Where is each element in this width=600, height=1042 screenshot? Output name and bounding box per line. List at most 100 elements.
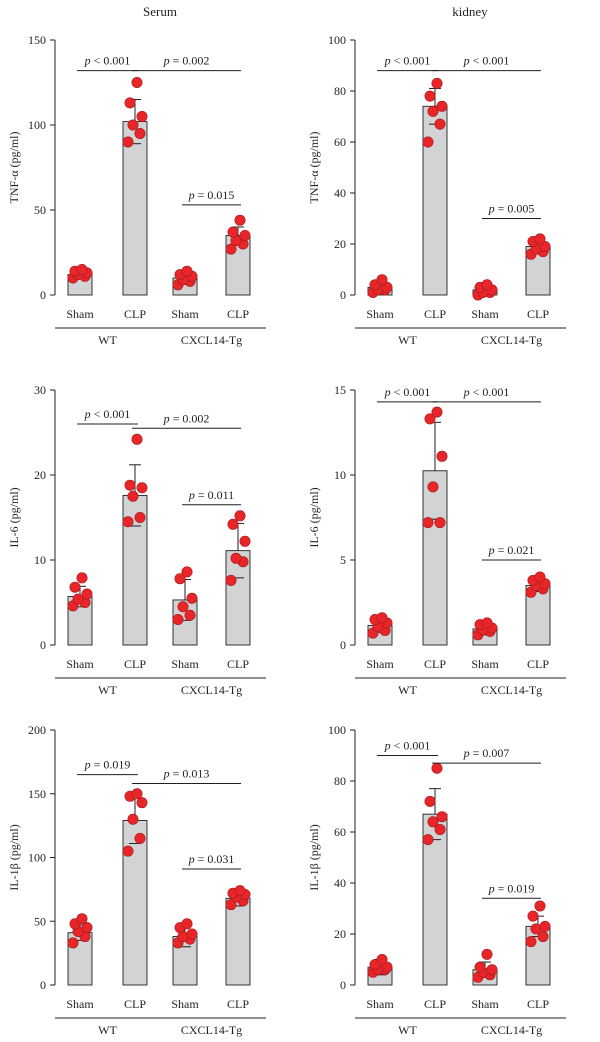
data-point [76,572,88,584]
y-axis-label: IL-6 (pg/ml) [307,487,321,547]
y-tick-label: 100 [328,723,346,737]
x-tick-label: Sham [171,997,199,1011]
data-point [486,964,498,976]
y-tick-label: 0 [40,978,46,992]
p-value-label: p = 0.005 [488,202,535,216]
p-value-label: p = 0.013 [163,767,210,781]
x-tick-label: CLP [227,657,249,671]
data-point [227,226,239,238]
data-point [225,243,237,255]
data-point [124,97,136,109]
x-tick-label: Sham [366,997,394,1011]
y-tick-label: 15 [334,383,346,397]
data-point [81,922,93,934]
p-value-label: p = 0.031 [188,852,235,866]
y-tick-label: 0 [340,978,346,992]
data-point [225,574,237,586]
y-tick-label: 20 [34,468,46,482]
chart-kidney-tnf: 0 20 40 60 80 100 TNF-α (pg/ml) Sham CLP Sham CLP W… [307,33,566,347]
data-point [431,77,443,89]
data-point [124,479,136,491]
y-tick-label: 0 [40,638,46,652]
y-tick-label: 0 [40,288,46,302]
y-tick-label: 100 [28,118,46,132]
data-point [431,406,443,418]
x-tick-label: Sham [471,997,499,1011]
y-tick-label: 40 [334,186,346,200]
y-tick-label: 200 [28,723,46,737]
y-tick-label: 50 [34,914,46,928]
x-tick-label: CLP [527,997,549,1011]
group-label: WT [398,333,417,347]
data-point [431,762,443,774]
group-label: CXCL14-Tg [481,683,542,697]
data-point [436,450,448,462]
data-point [136,111,148,123]
x-tick-label: CLP [424,307,446,321]
bar [422,105,448,296]
chart-kidney-il6: 0 5 10 15 IL-6 (pg/ml) Sham CLP Sham CLP WT CXCL14… [307,383,566,697]
chart-kidney-il1b: 0 20 40 60 80 100 IL-1β (pg/ml) Sham CLP Sham CLP W… [307,723,566,1037]
data-point [525,936,537,948]
x-tick-label: CLP [124,657,146,671]
data-point [184,609,196,621]
y-tick-label: 0 [340,638,346,652]
data-point [81,588,93,600]
data-point [527,910,539,922]
y-tick-label: 20 [334,927,346,941]
p-value-label: p < 0.001 [384,385,431,399]
data-point [376,274,388,286]
group-label: CXCL14-Tg [181,333,242,347]
y-tick-label: 5 [340,553,346,567]
y-tick-label: 20 [334,237,346,251]
data-point [181,265,193,277]
y-axis-label: IL-1β (pg/ml) [7,824,21,890]
group-label: WT [98,1023,117,1037]
y-tick-label: 150 [28,787,46,801]
data-point [134,128,146,140]
y-tick-label: 10 [334,468,346,482]
bar [122,121,148,296]
x-tick-label: Sham [366,307,394,321]
p-value-label: p = 0.002 [163,54,210,68]
data-point [474,961,486,973]
data-point [434,517,446,529]
data-point [76,264,88,276]
y-tick-label: 80 [334,84,346,98]
x-tick-label: Sham [66,657,94,671]
data-point [172,614,184,626]
data-point [131,76,143,88]
kidney-column-title: kidney [452,4,488,19]
y-axis-label: IL-6 (pg/ml) [7,487,21,547]
data-point [427,481,439,493]
y-tick-label: 80 [334,774,346,788]
x-tick-label: CLP [124,307,146,321]
bar [225,550,251,646]
data-point [134,832,146,844]
x-tick-label: Sham [171,657,199,671]
bar [67,932,93,986]
data-point [534,571,546,583]
data-point [76,913,88,925]
y-tick-label: 10 [34,553,46,567]
bar [122,820,148,986]
data-point [234,214,246,226]
data-point [381,281,393,293]
group-label: WT [98,683,117,697]
data-point [481,279,493,291]
data-point [424,413,436,425]
p-value-label: p = 0.021 [488,543,535,557]
y-tick-label: 50 [34,203,46,217]
p-value-label: p < 0.001 [84,407,131,421]
x-tick-label: CLP [424,657,446,671]
y-tick-label: 30 [34,383,46,397]
data-point [376,612,388,624]
y-tick-label: 0 [340,288,346,302]
p-value-label: p = 0.019 [488,881,535,895]
x-tick-label: Sham [471,657,499,671]
data-point [186,592,198,604]
x-tick-label: Sham [66,307,94,321]
data-point [67,937,79,949]
data-point [127,119,139,131]
y-tick-label: 100 [28,851,46,865]
